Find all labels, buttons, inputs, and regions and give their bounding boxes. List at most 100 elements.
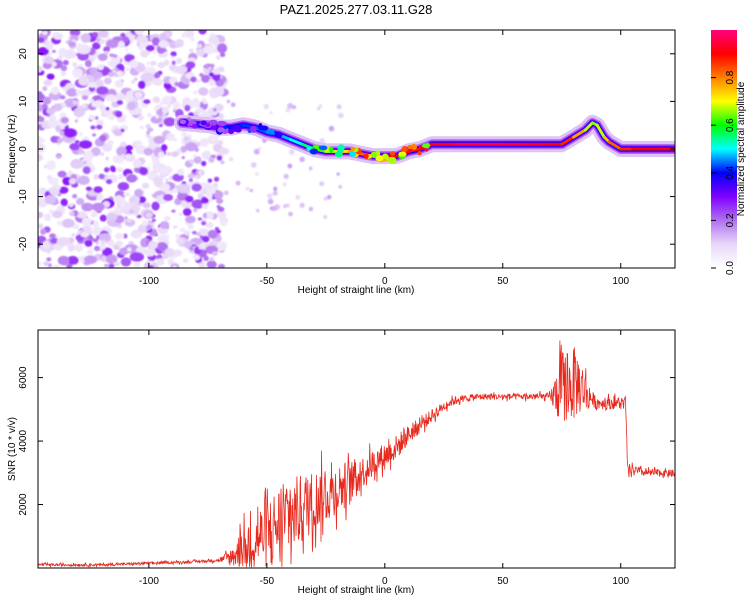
noise-blob — [188, 222, 194, 227]
noise-blob — [179, 228, 186, 233]
ridge-knot — [228, 129, 235, 135]
noise-blob — [299, 202, 305, 208]
noise-blob — [201, 74, 210, 83]
noise-blob — [209, 63, 215, 68]
noise-blob — [319, 181, 325, 187]
colorbar-gradient — [711, 30, 737, 268]
noise-blob — [338, 112, 344, 119]
figure-title: PAZ1.2025.277.03.11.G28 — [280, 2, 433, 17]
noise-blob — [94, 99, 103, 107]
noise-blob — [63, 128, 77, 138]
noise-blob — [201, 160, 207, 167]
ridge-core-segment — [253, 126, 269, 134]
noise-blob — [61, 71, 66, 77]
noise-blob — [218, 147, 230, 155]
noise-blob — [107, 241, 115, 248]
noise-blob — [78, 76, 90, 86]
spectrogram-y-ticks: -20 -10 0 10 20 — [18, 48, 675, 251]
x-tick-label: 0 — [382, 276, 388, 287]
noise-blob — [207, 229, 218, 239]
noise-blob — [46, 257, 52, 262]
noise-blob — [43, 79, 53, 86]
noise-blob — [316, 106, 321, 111]
noise-blob — [201, 221, 207, 226]
noise-blob — [76, 43, 83, 48]
noise-blob — [155, 114, 160, 119]
noise-blob — [38, 154, 42, 159]
y-tick-label: 0 — [18, 146, 29, 152]
noise-blob — [40, 228, 47, 235]
noise-blob — [114, 195, 123, 204]
noise-blob — [216, 198, 224, 204]
noise-blob — [47, 177, 59, 186]
noise-blob — [209, 197, 213, 202]
noise-blob — [110, 167, 116, 173]
noise-blob — [71, 233, 76, 237]
noise-blob — [82, 166, 91, 175]
ridge-knot — [375, 155, 384, 162]
noise-blob — [163, 234, 170, 239]
noise-blob — [57, 255, 70, 266]
noise-blob — [96, 196, 101, 201]
noise-blob — [38, 223, 44, 229]
noise-blob — [172, 265, 177, 268]
noise-blob — [271, 205, 277, 212]
noise-blob — [134, 30, 145, 36]
noise-blob — [198, 245, 204, 250]
noise-blob — [66, 264, 73, 268]
ridge-knot — [398, 151, 407, 157]
ridge-core-segment — [560, 135, 576, 146]
ridge-core-segment — [583, 121, 594, 132]
noise-blob — [145, 123, 151, 129]
noise-blob — [150, 115, 162, 124]
noise-blob — [44, 194, 57, 205]
noise-blob — [223, 190, 229, 196]
noise-blob — [171, 56, 175, 60]
noise-blob — [167, 258, 175, 266]
y-tick-label: 20 — [18, 48, 29, 60]
noise-blob — [287, 102, 294, 109]
noise-blob — [159, 199, 165, 205]
noise-blob — [213, 176, 220, 182]
noise-blob — [226, 99, 231, 104]
noise-blob — [77, 149, 85, 155]
noise-blob — [197, 217, 203, 221]
noise-blob — [166, 151, 172, 157]
noise-blob — [171, 60, 176, 65]
colorbar-tick-label: 0.0 — [725, 261, 736, 275]
colorbar-tick-label: 0.4 — [725, 165, 736, 179]
noise-blob — [43, 56, 54, 64]
noise-blob — [116, 70, 124, 77]
noise-blob — [113, 128, 122, 136]
noise-blob — [204, 64, 210, 70]
noise-blob — [154, 177, 163, 188]
noise-blob — [171, 209, 176, 213]
noise-blob — [153, 135, 165, 144]
snr-series-line — [38, 340, 675, 568]
noise-blob — [291, 105, 297, 110]
noise-blob — [194, 174, 201, 180]
noise-blob — [308, 206, 314, 212]
noise-blob — [213, 190, 224, 199]
noise-blob — [183, 258, 189, 264]
noise-blob — [97, 30, 109, 38]
noise-blob — [131, 79, 136, 84]
noise-blob — [336, 172, 340, 176]
noise-blob — [184, 230, 191, 236]
noise-blob — [282, 182, 287, 187]
noise-blob — [134, 189, 143, 197]
noise-blob — [42, 30, 48, 35]
noise-blob — [205, 186, 216, 195]
noise-blob — [191, 99, 201, 108]
noise-blob — [79, 139, 93, 149]
y-tick-label: -10 — [18, 189, 29, 204]
noise-blob — [126, 218, 132, 223]
noise-blob — [159, 32, 168, 41]
noise-blob — [122, 233, 128, 239]
noise-blob — [38, 65, 43, 73]
noise-blob — [151, 193, 157, 198]
noise-blob — [136, 214, 142, 219]
noise-blob — [163, 215, 171, 222]
noise-blob — [69, 210, 75, 217]
noise-blob — [116, 99, 124, 106]
